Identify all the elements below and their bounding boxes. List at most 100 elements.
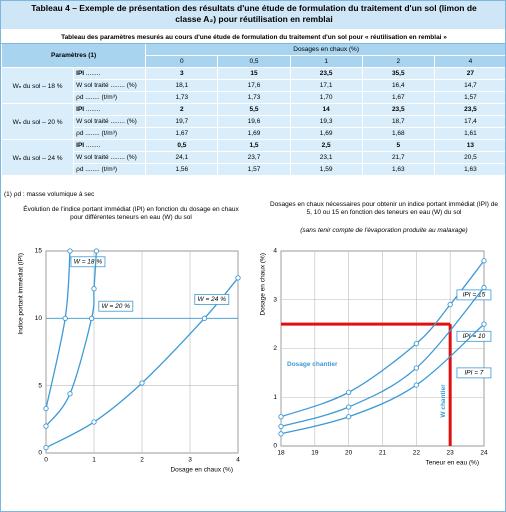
cell: 1,61 <box>433 127 505 140</box>
x-axis-label: Teneur en eau (%) <box>426 460 479 467</box>
unit: (%) <box>126 154 137 161</box>
cell: 5,5 <box>217 103 291 116</box>
point <box>278 423 284 430</box>
cell: 13 <box>433 139 505 152</box>
y-axis-label: Indice portant immédiat (IPI) <box>18 253 25 335</box>
caption: Tableau des paramètres mesurés au cours … <box>1 31 505 44</box>
unit: (%) <box>126 82 137 89</box>
chart-subtitle: (sans tenir compte de l'évaporation prod… <box>300 227 468 234</box>
cell: 0,5 <box>145 139 219 152</box>
point <box>278 414 284 420</box>
legend-label: IPI = 15 <box>463 292 486 299</box>
row-label: W sol traité ........ (%) <box>73 115 147 128</box>
series-label-box <box>194 294 230 305</box>
dots: ........ <box>84 106 101 113</box>
point <box>91 286 97 292</box>
cell: 1,63 <box>361 163 435 176</box>
x-tick-label: 24 <box>480 450 488 457</box>
row: Wₙ du sol – 24 % IPI ........ 0,5 1,5 2,5 5 1… <box>1 139 505 176</box>
row: Tableau des paramètres mesurés au cours … <box>1 31 505 44</box>
x-tick-label: 1 <box>92 457 96 464</box>
point <box>93 248 100 254</box>
point <box>62 315 68 321</box>
x-tick-label: 23 <box>447 450 455 457</box>
series-line <box>280 323 485 435</box>
legend-label: W = 18 % <box>74 258 103 265</box>
cell: 1,57 <box>217 163 291 176</box>
cell: 1,56 <box>145 163 219 176</box>
point <box>346 414 352 420</box>
cell: 1,59 <box>289 163 363 176</box>
x-tick-label: 0 <box>44 457 48 464</box>
row: ρd ........ (t/m³) 1,73 1,73 1,70 1,67 1,57 <box>2 91 505 104</box>
chart-title: Évolution de l'indice portant immédiat (… <box>23 206 239 221</box>
x-tick-label: 20 <box>345 450 353 457</box>
point <box>413 365 419 371</box>
cell: 1,57 <box>433 91 505 104</box>
point <box>481 258 487 264</box>
y-tick-label: 0 <box>273 443 277 450</box>
legend-label: IPI = 7 <box>464 370 483 377</box>
group-label: Wₙ du sol – 24 % <box>1 139 75 176</box>
y-tick-label: 1 <box>273 394 277 401</box>
unit: (t/m³) <box>101 166 118 173</box>
y-tick-label: 10 <box>35 315 43 322</box>
y-tick-label: 2 <box>273 345 277 352</box>
chart-title: Dosages en chaux nécessaires pour obteni… <box>270 201 498 216</box>
legend-label: IPI = 10 <box>463 333 486 340</box>
dots: ........ <box>108 118 127 125</box>
cell: 18,1 <box>145 79 219 92</box>
series-label-box <box>456 367 492 379</box>
unit: (t/m³) <box>101 94 118 101</box>
x-tick-label: 21 <box>379 450 387 457</box>
cell: 17,1 <box>289 79 363 92</box>
cell: 21,7 <box>361 151 435 164</box>
dots: ........ <box>83 166 102 173</box>
point <box>481 321 487 327</box>
series-label-box <box>456 330 492 342</box>
site-dosage-label: Dosage chantier <box>287 361 338 368</box>
point <box>67 248 73 254</box>
point <box>139 380 145 386</box>
footnote: (1) ρd : masse volumique à sec <box>4 191 95 198</box>
cell: 1,63 <box>433 163 505 176</box>
row-name: IPI <box>76 106 85 113</box>
y-tick-label: 5 <box>38 382 42 389</box>
group-label: Wₙ du sol – 20 % <box>1 103 75 140</box>
header: Paramètres (1) <box>1 43 147 68</box>
unit: (%) <box>126 118 137 125</box>
x-tick-label: 18 <box>277 450 285 457</box>
row: W sol traité ........ (%) 19,7 19,6 19,3 18,… <box>2 115 505 128</box>
dots: ........ <box>83 130 102 137</box>
cell: 23,5 <box>433 103 505 116</box>
dots: ........ <box>83 94 102 101</box>
point <box>346 389 352 396</box>
table: Tableau des paramètres mesurés au cours … <box>1 31 505 176</box>
dots: ........ <box>108 154 127 161</box>
cell: 23,7 <box>217 151 291 164</box>
cell: 3 <box>145 67 219 80</box>
point <box>235 275 241 281</box>
point <box>91 419 97 425</box>
row: W sol traité ........ (%) 18,1 17,6 17,1 16,… <box>2 79 505 92</box>
row-label: IPI ........ <box>73 67 147 80</box>
x-axis-label: Dosage en chaux (%) <box>170 467 233 474</box>
group-label: Wₙ du sol – 18 % <box>1 67 75 104</box>
point <box>43 405 49 412</box>
x-tick-label: 4 <box>236 457 240 464</box>
row-name: IPI <box>76 70 85 77</box>
cell: 23,5 <box>289 67 363 80</box>
row-name: W sol traité <box>76 118 109 125</box>
cell: 15 <box>217 67 291 80</box>
row-name: IPI <box>76 142 85 149</box>
row: Wₙ du sol – 18 % IPI ........ 3 15 23,5 35,5… <box>1 67 505 104</box>
point <box>481 284 487 291</box>
point <box>43 423 49 429</box>
row-name: ρd <box>76 94 84 101</box>
cell: 27 <box>433 67 505 80</box>
x-tick-label: 22 <box>413 450 421 457</box>
cell: 1,68 <box>361 127 435 140</box>
cell: 1,69 <box>289 127 363 140</box>
y-tick-label: 15 <box>35 248 43 255</box>
